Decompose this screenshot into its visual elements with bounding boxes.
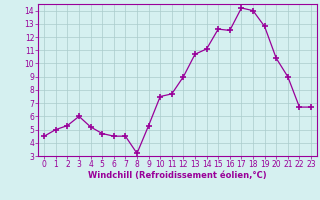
X-axis label: Windchill (Refroidissement éolien,°C): Windchill (Refroidissement éolien,°C)	[88, 171, 267, 180]
